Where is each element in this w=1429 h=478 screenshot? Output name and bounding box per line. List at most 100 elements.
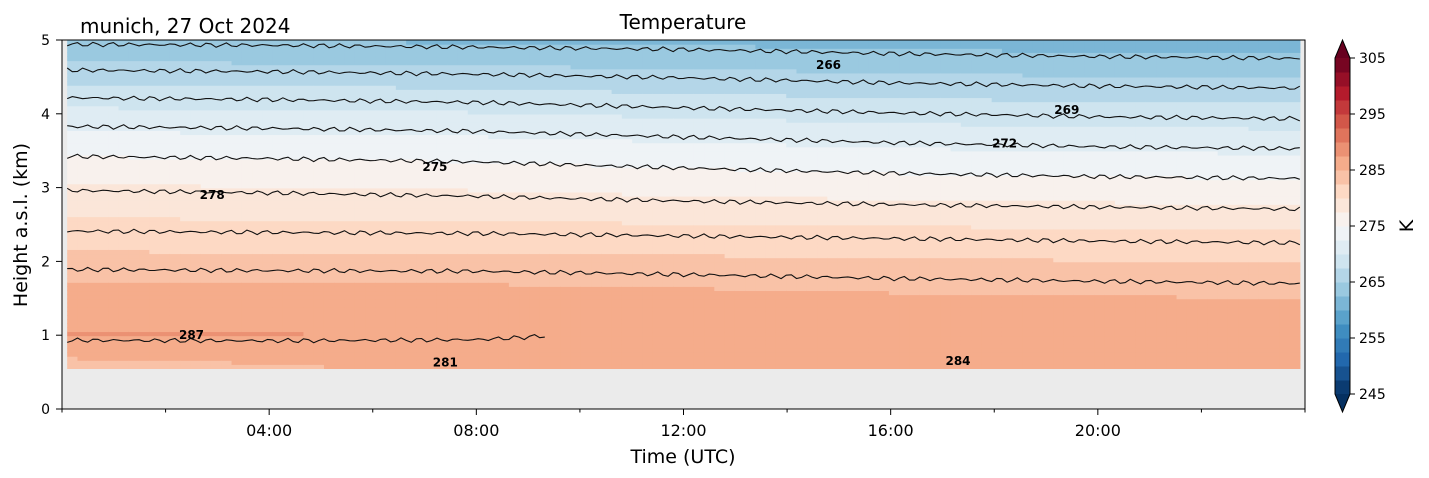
field-cell — [478, 315, 489, 320]
field-cell — [334, 163, 346, 168]
field-cell — [118, 68, 130, 74]
field-cell — [673, 253, 685, 259]
field-cell — [149, 105, 161, 111]
field-cell — [139, 183, 150, 189]
field-cell — [323, 343, 335, 349]
field-cell — [642, 60, 654, 66]
field-cell — [149, 113, 161, 119]
field-cell — [591, 97, 602, 103]
field-cell — [282, 339, 294, 345]
field-cell — [149, 273, 161, 279]
field-cell — [180, 204, 192, 209]
field-cell — [632, 319, 644, 324]
field-cell — [118, 76, 130, 82]
field-cell — [139, 306, 150, 312]
field-cell — [210, 60, 222, 66]
field-cell — [457, 134, 469, 140]
field-cell — [118, 335, 130, 341]
field-cell — [282, 220, 294, 226]
field-cell — [293, 109, 305, 115]
field-cell — [416, 220, 428, 226]
field-cell — [210, 286, 222, 292]
field-cell — [252, 241, 263, 246]
field-cell — [128, 122, 140, 127]
field-cell — [406, 257, 418, 263]
field-cell — [385, 245, 397, 250]
field-cell — [200, 269, 212, 275]
field-cell — [621, 138, 633, 144]
field-cell — [159, 273, 171, 279]
field-cell — [313, 286, 325, 292]
field-cell — [488, 302, 500, 308]
field-cell — [252, 68, 263, 74]
field-cell — [354, 327, 366, 333]
field-cell — [334, 64, 346, 70]
field-cell — [406, 81, 418, 86]
field-cell — [498, 204, 510, 209]
field-cell — [621, 40, 633, 45]
field-cell — [580, 68, 592, 74]
field-cell — [190, 52, 202, 58]
field-cell — [436, 146, 448, 152]
field-cell — [693, 89, 705, 94]
field-cell — [447, 163, 459, 168]
field-cell — [108, 60, 120, 66]
field-cell — [334, 278, 346, 283]
field-cell — [416, 282, 428, 287]
field-cell — [139, 327, 150, 333]
field-cell — [570, 265, 582, 271]
field-cell — [457, 81, 469, 86]
field-cell — [580, 134, 592, 140]
field-cell — [354, 154, 366, 160]
field-cell — [447, 105, 459, 111]
field-cell — [673, 64, 685, 70]
field-cell — [539, 146, 551, 152]
field-cell — [683, 212, 695, 218]
field-cell — [385, 257, 397, 263]
field-cell — [313, 44, 325, 49]
field-cell — [693, 310, 705, 316]
field-cell — [262, 40, 274, 45]
field-cell — [447, 187, 459, 193]
field-cell — [457, 249, 469, 255]
field-cell — [642, 146, 654, 152]
field-cell — [139, 241, 150, 246]
field-cell — [210, 175, 222, 181]
field-cell — [611, 335, 623, 341]
field-cell — [169, 257, 181, 263]
field-cell — [272, 343, 284, 349]
field-cell — [128, 105, 140, 111]
field-cell — [478, 245, 489, 250]
field-cell — [344, 183, 356, 189]
field-cell — [159, 60, 171, 66]
field-cell — [200, 339, 212, 345]
field-cell — [539, 76, 551, 82]
field-cell — [385, 195, 397, 201]
field-cell — [200, 200, 212, 205]
field-cell — [652, 306, 664, 312]
field-cell — [508, 319, 520, 324]
field-cell — [508, 138, 520, 144]
field-cell — [457, 109, 469, 115]
field-cell — [478, 310, 489, 316]
field-cell — [200, 109, 212, 115]
field-cell — [231, 167, 243, 172]
field-cell — [529, 64, 541, 70]
field-cell — [323, 265, 335, 271]
field-cell — [334, 76, 346, 82]
field-cell — [570, 212, 582, 218]
field-cell — [354, 302, 366, 308]
field-cell — [508, 200, 520, 205]
field-cell — [210, 200, 222, 205]
field-cell — [447, 56, 459, 62]
field-cell — [221, 154, 233, 160]
field-cell — [642, 306, 654, 312]
field-cell — [169, 331, 181, 337]
field-cell — [180, 253, 192, 259]
field-cell — [354, 245, 366, 250]
field-cell — [498, 298, 510, 304]
field-cell — [406, 237, 418, 242]
field-cell — [262, 237, 274, 242]
field-cell — [621, 253, 633, 259]
field-cell — [323, 306, 335, 312]
